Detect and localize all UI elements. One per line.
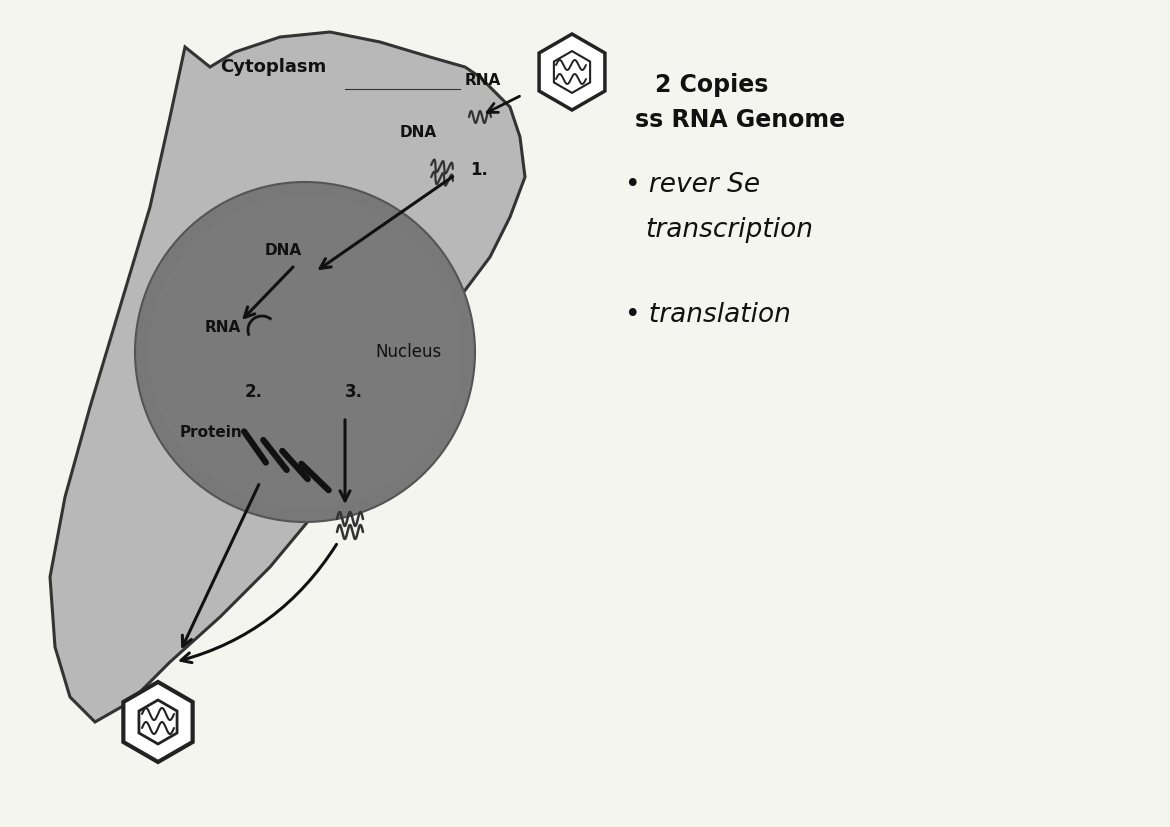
Text: 2 Copies: 2 Copies xyxy=(655,73,769,97)
Text: Nucleus: Nucleus xyxy=(376,343,441,361)
Text: RNA: RNA xyxy=(464,73,501,88)
Text: 3.: 3. xyxy=(345,383,363,401)
Polygon shape xyxy=(539,34,605,110)
Text: ss RNA Genome: ss RNA Genome xyxy=(635,108,845,132)
Text: RNA: RNA xyxy=(205,320,241,335)
Polygon shape xyxy=(123,682,193,762)
Text: DNA: DNA xyxy=(264,243,302,258)
Polygon shape xyxy=(50,32,525,722)
Ellipse shape xyxy=(135,182,475,522)
Text: 2.: 2. xyxy=(245,383,263,401)
Text: 1.: 1. xyxy=(470,161,488,179)
Text: Cytoplasm: Cytoplasm xyxy=(220,58,326,76)
Text: Protein: Protein xyxy=(180,425,242,440)
Text: DNA: DNA xyxy=(400,125,438,140)
Ellipse shape xyxy=(149,196,461,509)
Text: transcription: transcription xyxy=(645,217,813,243)
Text: • translation: • translation xyxy=(625,302,791,328)
Text: • rever Se: • rever Se xyxy=(625,172,761,198)
